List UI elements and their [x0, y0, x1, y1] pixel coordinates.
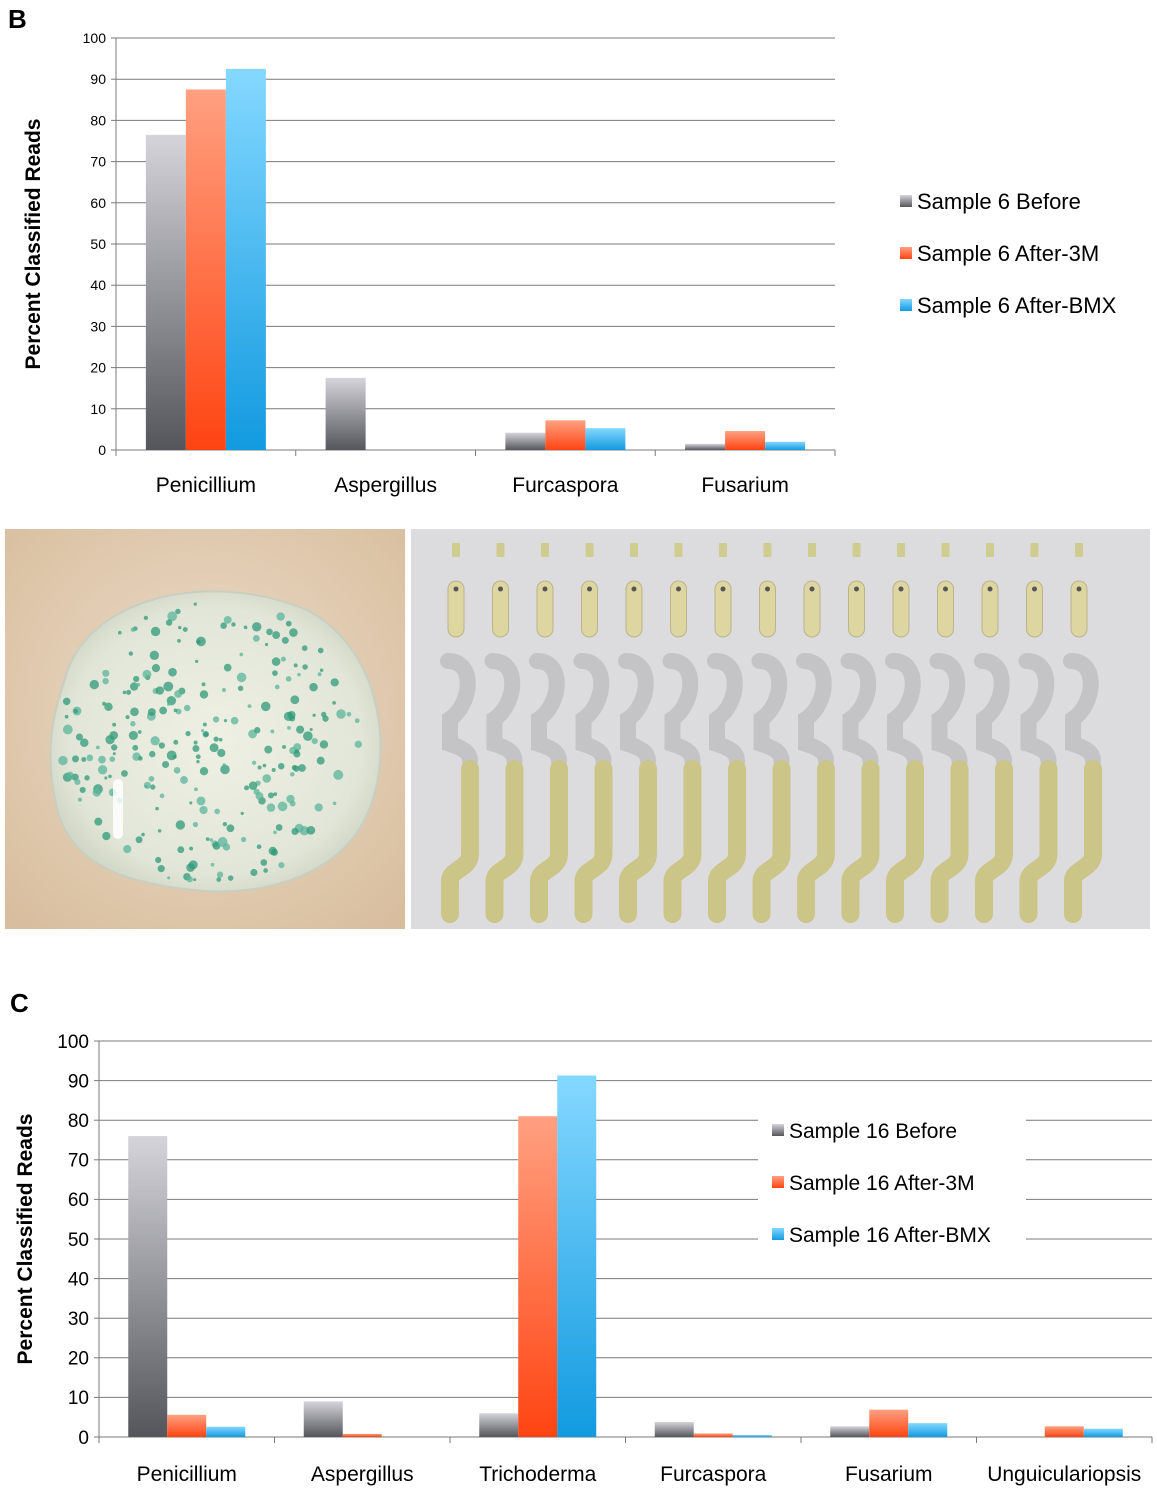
bar [1083, 1428, 1123, 1437]
legend-swatch [900, 299, 912, 311]
y-axis-label: Percent Classified Reads [14, 1114, 37, 1365]
x-tick-label: Trichoderma [479, 1463, 596, 1486]
y-tick-label: 30 [90, 318, 106, 334]
panel-b-label: B [8, 4, 27, 34]
legend-swatch [900, 195, 912, 207]
y-tick-label: 10 [90, 401, 106, 417]
y-tick-label: 10 [68, 1388, 89, 1409]
y-tick-label: 0 [98, 442, 106, 458]
y-tick-label: 80 [68, 1111, 89, 1132]
x-tick-label: Furcaspora [660, 1463, 767, 1486]
bar [518, 1116, 558, 1437]
bar [342, 1433, 382, 1437]
x-tick-label: Furcaspora [512, 474, 619, 497]
legend-label: Sample 6 After-BMX [917, 293, 1117, 318]
y-tick-label: 50 [68, 1230, 89, 1251]
x-tick-label: Aspergillus [311, 1463, 414, 1486]
y-tick-label: 90 [68, 1071, 89, 1092]
y-tick-label: 60 [68, 1190, 89, 1211]
bar [1044, 1426, 1084, 1437]
legend-swatch [772, 1124, 784, 1136]
bar [830, 1426, 870, 1437]
bar [167, 1414, 207, 1437]
legend-background [758, 1108, 1026, 1243]
plate-photo [5, 529, 405, 929]
bar [479, 1413, 519, 1437]
y-tick-label: 20 [90, 360, 106, 376]
y-tick-label: 100 [57, 1032, 89, 1053]
bar [206, 1426, 246, 1437]
y-tick-label: 70 [90, 154, 106, 170]
x-tick-label: Penicillium [156, 474, 256, 497]
y-tick-label: 60 [90, 195, 106, 211]
bar [128, 1136, 168, 1437]
legend-swatch [900, 247, 912, 259]
y-tick-label: 20 [68, 1349, 89, 1370]
cartridge-photo [411, 529, 1150, 929]
bar [303, 1401, 343, 1437]
bar [765, 441, 806, 450]
y-tick-label: 0 [78, 1428, 89, 1449]
bar [654, 1421, 694, 1437]
y-tick-label: 40 [68, 1269, 89, 1290]
chart-c: 0 10 20 30 40 50 60 70 80 90 100 Percent Classified… [14, 1032, 1153, 1486]
bar [908, 1423, 948, 1437]
y-tick-label: 50 [90, 236, 106, 252]
y-tick-label: 90 [90, 71, 106, 87]
legend-swatch [772, 1228, 784, 1240]
y-tick-label: 30 [68, 1309, 89, 1330]
bar [325, 377, 366, 450]
legend-label: Sample 16 After-3M [789, 1172, 975, 1195]
sampling-cartridge-strips-icon [411, 529, 1150, 929]
bar [225, 68, 266, 451]
legend-label: Sample 16 Before [789, 1120, 957, 1143]
bar [505, 432, 546, 450]
bar [557, 1075, 597, 1437]
x-tick-label: Unguiculariopsis [987, 1463, 1141, 1486]
chart-b: 0 10 20 30 40 50 60 70 80 90 100 Percent Classified… [22, 30, 1117, 497]
y-tick-label: 70 [68, 1151, 89, 1172]
bar [185, 89, 226, 450]
bar [869, 1409, 909, 1437]
agar-plate-with-green-colonies-icon [5, 529, 405, 929]
legend-swatch [772, 1176, 784, 1188]
legend-label: Sample 6 After-3M [917, 241, 1099, 266]
x-tick-label: Penicillium [137, 1463, 237, 1486]
y-tick-label: 80 [90, 112, 106, 128]
bar [732, 1435, 772, 1437]
y-tick-label: 40 [90, 277, 106, 293]
legend-label: Sample 6 Before [917, 189, 1081, 214]
y-axis-label: Percent Classified Reads [22, 119, 45, 370]
x-tick-label: Fusarium [701, 474, 789, 497]
legend-label: Sample 16 After-BMX [789, 1224, 991, 1247]
panel-c-label: C [10, 988, 29, 1018]
x-tick-label: Fusarium [845, 1463, 933, 1486]
bar [693, 1433, 733, 1437]
bar [145, 134, 186, 450]
y-tick-label: 100 [83, 30, 107, 46]
x-tick-label: Aspergillus [334, 474, 437, 497]
bar [685, 443, 726, 450]
bar [545, 420, 586, 450]
bar [725, 431, 766, 450]
bar [585, 428, 626, 450]
